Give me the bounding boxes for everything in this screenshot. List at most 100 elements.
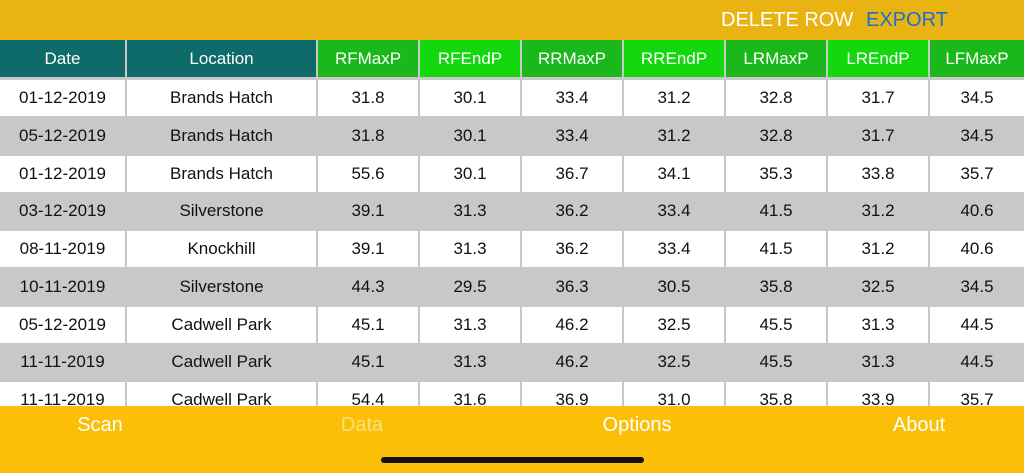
table-cell: Knockhill — [127, 231, 316, 267]
table-cell: 31.3 — [420, 306, 520, 343]
data-table: Date Location RFMaxP RFEndP RRMaxP RREndP LRMa… — [0, 40, 1024, 406]
table-cell: 36.7 — [522, 155, 622, 192]
table-cell: 35.7 — [930, 382, 1024, 406]
table-cell: 34.5 — [930, 80, 1024, 116]
table-row-date-cell[interactable]: 01-12-2019 — [0, 155, 125, 192]
table-cell: Silverstone — [127, 268, 316, 305]
table-cell: 40.6 — [930, 193, 1024, 230]
table-cell: 32.5 — [624, 344, 724, 381]
table-cell: 36.9 — [522, 382, 622, 406]
table-cell: 45.1 — [318, 344, 418, 381]
table-cell: 44.3 — [318, 268, 418, 305]
table-cell: 34.5 — [930, 117, 1024, 154]
bottom-tab-bar: Scan Data Options About — [0, 406, 1024, 473]
table-cell: Brands Hatch — [127, 117, 316, 154]
table-cell: 31.3 — [420, 231, 520, 267]
table-cell: 31.3 — [828, 344, 928, 381]
table-cell: 35.3 — [726, 155, 826, 192]
table-cell: Cadwell Park — [127, 344, 316, 381]
home-indicator — [381, 457, 644, 463]
table-cell: 34.5 — [930, 268, 1024, 305]
table-cell: 45.5 — [726, 306, 826, 343]
table-cell: 54.4 — [318, 382, 418, 406]
table-row-date-cell[interactable]: 11-11-2019 — [0, 344, 125, 381]
table-cell: 31.0 — [624, 382, 724, 406]
table-cell: 31.8 — [318, 117, 418, 154]
top-toolbar: DELETE ROW EXPORT — [0, 0, 1024, 40]
table-cell: 33.4 — [522, 80, 622, 116]
table-cell: 45.5 — [726, 344, 826, 381]
table-cell: 31.3 — [828, 306, 928, 343]
table-cell: 39.1 — [318, 193, 418, 230]
column-header-lrendp: LREndP — [828, 40, 928, 77]
column-header-lrmaxp: LRMaxP — [726, 40, 826, 77]
table-cell: Cadwell Park — [127, 306, 316, 343]
column-header-location: Location — [127, 40, 316, 77]
table-row-date-cell[interactable]: 01-12-2019 — [0, 80, 125, 116]
table-cell: 41.5 — [726, 193, 826, 230]
table-cell: 31.2 — [828, 231, 928, 267]
table-cell: 31.7 — [828, 80, 928, 116]
table-row-date-cell[interactable]: 08-11-2019 — [0, 231, 125, 267]
table-cell: 40.6 — [930, 231, 1024, 267]
table-cell: 31.7 — [828, 117, 928, 154]
tab-data[interactable]: Data — [340, 414, 384, 436]
table-row-date-cell[interactable]: 10-11-2019 — [0, 268, 125, 305]
column-header-rrmaxp: RRMaxP — [522, 40, 622, 77]
table-cell: 30.1 — [420, 117, 520, 154]
table-cell: 33.4 — [624, 231, 724, 267]
table-cell: Brands Hatch — [127, 155, 316, 192]
table-cell: 31.6 — [420, 382, 520, 406]
table-row-date-cell[interactable]: 11-11-2019 — [0, 382, 125, 406]
table-cell: 31.8 — [318, 80, 418, 116]
column-header-rfmaxp: RFMaxP — [318, 40, 418, 77]
delete-row-button[interactable]: DELETE ROW — [721, 9, 854, 31]
table-cell: 30.1 — [420, 80, 520, 116]
table-cell: 29.5 — [420, 268, 520, 305]
table-cell: 33.4 — [624, 193, 724, 230]
column-header-lfmaxp: LFMaxP — [930, 40, 1024, 77]
column-header-date: Date — [0, 40, 125, 77]
table-cell: 36.2 — [522, 231, 622, 267]
table-cell: 36.3 — [522, 268, 622, 305]
table-cell: 44.5 — [930, 306, 1024, 343]
table-cell: 36.2 — [522, 193, 622, 230]
table-cell: Brands Hatch — [127, 80, 316, 116]
export-button[interactable]: EXPORT — [866, 9, 948, 31]
column-header-rfendp: RFEndP — [420, 40, 520, 77]
table-row-date-cell[interactable]: 05-12-2019 — [0, 306, 125, 343]
table-cell: 41.5 — [726, 231, 826, 267]
tab-options[interactable]: Options — [602, 414, 672, 436]
table-cell: 30.1 — [420, 155, 520, 192]
table-cell: 44.5 — [930, 344, 1024, 381]
table-cell: 46.2 — [522, 306, 622, 343]
table-cell: 32.8 — [726, 80, 826, 116]
table-cell: 32.8 — [726, 117, 826, 154]
table-cell: 31.2 — [624, 117, 724, 154]
table-cell: 33.4 — [522, 117, 622, 154]
table-cell: 32.5 — [828, 268, 928, 305]
table-row-date-cell[interactable]: 03-12-2019 — [0, 193, 125, 230]
table-row-date-cell[interactable]: 05-12-2019 — [0, 117, 125, 154]
table-cell: 35.7 — [930, 155, 1024, 192]
table-cell: 45.1 — [318, 306, 418, 343]
table-cell: 31.2 — [624, 80, 724, 116]
tab-scan[interactable]: Scan — [77, 414, 123, 436]
table-cell: 30.5 — [624, 268, 724, 305]
table-cell: 31.3 — [420, 344, 520, 381]
table-cell: 35.8 — [726, 382, 826, 406]
tab-about[interactable]: About — [892, 414, 946, 436]
table-cell: 55.6 — [318, 155, 418, 192]
table-cell: 35.8 — [726, 268, 826, 305]
table-cell: Cadwell Park — [127, 382, 316, 406]
table-cell: 32.5 — [624, 306, 724, 343]
column-header-rrendp: RREndP — [624, 40, 724, 77]
table-cell: Silverstone — [127, 193, 316, 230]
table-cell: 46.2 — [522, 344, 622, 381]
table-cell: 33.9 — [828, 382, 928, 406]
table-cell: 39.1 — [318, 231, 418, 267]
table-cell: 31.3 — [420, 193, 520, 230]
table-cell: 34.1 — [624, 155, 724, 192]
table-cell: 33.8 — [828, 155, 928, 192]
table-cell: 31.2 — [828, 193, 928, 230]
